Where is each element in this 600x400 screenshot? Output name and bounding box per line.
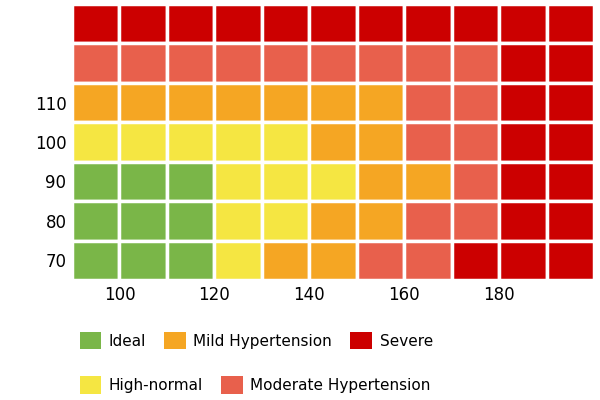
Bar — [309, 4, 357, 44]
Bar — [357, 162, 404, 201]
Bar — [167, 240, 214, 280]
Bar — [499, 83, 547, 122]
Bar — [404, 4, 452, 44]
Bar — [547, 162, 594, 201]
Bar — [309, 240, 357, 280]
Bar — [72, 201, 119, 240]
Bar — [262, 201, 309, 240]
Bar — [452, 240, 499, 280]
Bar — [452, 83, 499, 122]
Bar — [214, 122, 262, 162]
Bar — [404, 83, 452, 122]
Bar — [72, 44, 119, 83]
Bar — [499, 44, 547, 83]
Bar — [452, 122, 499, 162]
Bar — [72, 122, 119, 162]
Bar — [214, 83, 262, 122]
Bar — [119, 4, 167, 44]
Bar — [357, 83, 404, 122]
Bar — [119, 122, 167, 162]
Bar — [167, 4, 214, 44]
Bar — [404, 122, 452, 162]
Bar — [72, 83, 119, 122]
Bar — [309, 201, 357, 240]
Bar — [357, 201, 404, 240]
Bar — [262, 240, 309, 280]
Bar — [499, 240, 547, 280]
Bar — [309, 162, 357, 201]
Bar — [547, 201, 594, 240]
Bar — [499, 201, 547, 240]
Bar — [404, 44, 452, 83]
Bar — [499, 4, 547, 44]
Bar — [167, 122, 214, 162]
Bar — [167, 162, 214, 201]
Bar — [547, 240, 594, 280]
Bar — [499, 162, 547, 201]
Bar — [404, 201, 452, 240]
Bar — [547, 4, 594, 44]
Bar — [214, 162, 262, 201]
Bar — [119, 44, 167, 83]
Bar — [72, 4, 119, 44]
Bar — [357, 4, 404, 44]
Bar — [214, 201, 262, 240]
Bar — [404, 240, 452, 280]
Bar — [262, 162, 309, 201]
Bar — [547, 44, 594, 83]
Bar — [167, 201, 214, 240]
Bar — [167, 44, 214, 83]
Bar — [119, 162, 167, 201]
Legend: High-normal, Moderate Hypertension: High-normal, Moderate Hypertension — [80, 376, 431, 394]
Bar — [167, 83, 214, 122]
Bar — [357, 44, 404, 83]
Bar — [357, 240, 404, 280]
Bar — [309, 44, 357, 83]
Bar — [547, 122, 594, 162]
Bar — [262, 122, 309, 162]
Bar — [214, 240, 262, 280]
Bar — [404, 162, 452, 201]
Bar — [214, 44, 262, 83]
Bar — [262, 83, 309, 122]
Bar — [499, 122, 547, 162]
Bar — [214, 4, 262, 44]
Bar — [309, 122, 357, 162]
Bar — [119, 83, 167, 122]
Bar — [452, 4, 499, 44]
Bar — [547, 83, 594, 122]
Bar — [309, 83, 357, 122]
Bar — [452, 201, 499, 240]
Bar — [72, 162, 119, 201]
Bar — [119, 240, 167, 280]
Bar — [452, 162, 499, 201]
Bar — [262, 4, 309, 44]
Bar — [72, 240, 119, 280]
Bar — [119, 201, 167, 240]
Bar — [357, 122, 404, 162]
Bar — [262, 44, 309, 83]
Bar — [452, 44, 499, 83]
